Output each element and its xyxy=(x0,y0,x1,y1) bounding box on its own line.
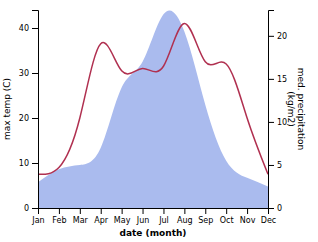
tick-mark xyxy=(205,208,206,214)
tick-label: Aug xyxy=(177,216,193,225)
tick-mark xyxy=(268,165,274,166)
precipitation-area xyxy=(38,10,268,208)
tick-label: 30 xyxy=(19,69,29,78)
tick-mark xyxy=(32,28,38,29)
y-axis-title: max temp (C) xyxy=(2,78,12,140)
tick: Nov xyxy=(240,208,256,225)
tick-mark xyxy=(268,79,274,80)
tick: Mar xyxy=(73,208,89,225)
tick-mark xyxy=(163,208,164,214)
temperature-line xyxy=(38,23,268,174)
tick-mark xyxy=(59,208,60,214)
tick-label: 10 xyxy=(277,118,287,127)
x-axis-title: date (month) xyxy=(120,228,187,238)
tick: Dec xyxy=(261,208,276,225)
tick-label: Jan xyxy=(31,216,44,225)
tick-mark xyxy=(268,208,274,209)
tick-mark xyxy=(32,118,38,119)
tick: 30 xyxy=(19,69,38,78)
tick-mark xyxy=(184,208,185,214)
tick: 15 xyxy=(268,75,287,84)
tick-label: Feb xyxy=(52,216,66,225)
tick: 0 xyxy=(268,204,282,213)
tick-mark xyxy=(143,208,144,214)
tick: Jun xyxy=(136,208,150,225)
tick-mark xyxy=(101,208,102,214)
tick-label: 0 xyxy=(277,204,282,213)
tick-mark xyxy=(268,122,274,123)
tick-label: Oct xyxy=(220,216,234,225)
tick-label: Nov xyxy=(240,216,256,225)
axis-line xyxy=(39,209,269,215)
y-axis: 0 10 20 30 40 xyxy=(19,11,39,214)
tick: 0 xyxy=(24,204,38,213)
tick-label: 20 xyxy=(277,32,287,41)
tick: Sep xyxy=(198,208,213,225)
tick-label: 5 xyxy=(277,161,282,170)
tick: Feb xyxy=(52,208,66,225)
tick: 20 xyxy=(19,114,38,123)
tick-label: Jul xyxy=(158,216,169,225)
axis-line xyxy=(269,11,275,209)
axis-line xyxy=(32,11,39,209)
tick: 40 xyxy=(19,24,38,33)
tick-mark xyxy=(80,208,81,214)
tick-mark xyxy=(122,208,123,214)
tick: 10 xyxy=(19,159,38,168)
tick-label: 0 xyxy=(24,204,29,213)
tick-label: 15 xyxy=(277,75,287,84)
tick: Jul xyxy=(158,208,169,225)
tick-label: 10 xyxy=(19,159,29,168)
y2-axis: 0 5 10 15 20 xyxy=(268,11,287,214)
tick-label: Jun xyxy=(136,216,150,225)
tick: 10 xyxy=(268,118,287,127)
tick-mark xyxy=(226,208,227,214)
chart: JanFebMarAprMayJunJulAugSepOctNovDec0102… xyxy=(0,0,318,242)
tick-mark xyxy=(32,73,38,74)
tick-mark xyxy=(32,163,38,164)
tick: Oct xyxy=(220,208,234,225)
tick: May xyxy=(114,208,131,225)
x-axis: Jan Feb Mar Apr May Jun Jul Aug Sep Oct Nov Dec xyxy=(31,208,276,225)
tick-label: Dec xyxy=(261,216,276,225)
tick-label: 40 xyxy=(19,24,29,33)
tick-label: 20 xyxy=(19,114,29,123)
tick-label: May xyxy=(114,216,131,225)
tick: Apr xyxy=(94,208,109,225)
tick: Jan xyxy=(31,208,44,225)
tick: Aug xyxy=(177,208,193,225)
y2-axis-title: med. precipitation(kg/m2) xyxy=(286,68,306,150)
tick: 5 xyxy=(268,161,282,170)
tick-mark xyxy=(268,36,274,37)
tick-label: Sep xyxy=(198,216,213,225)
marks xyxy=(38,10,268,208)
plot: JanFebMarAprMayJunJulAugSepOctNovDec0102… xyxy=(19,10,287,224)
tick-label: Mar xyxy=(73,216,89,225)
tick-mark xyxy=(247,208,248,214)
tick: 20 xyxy=(268,32,287,41)
tick-mark xyxy=(32,208,38,209)
tick-label: Apr xyxy=(94,216,109,225)
